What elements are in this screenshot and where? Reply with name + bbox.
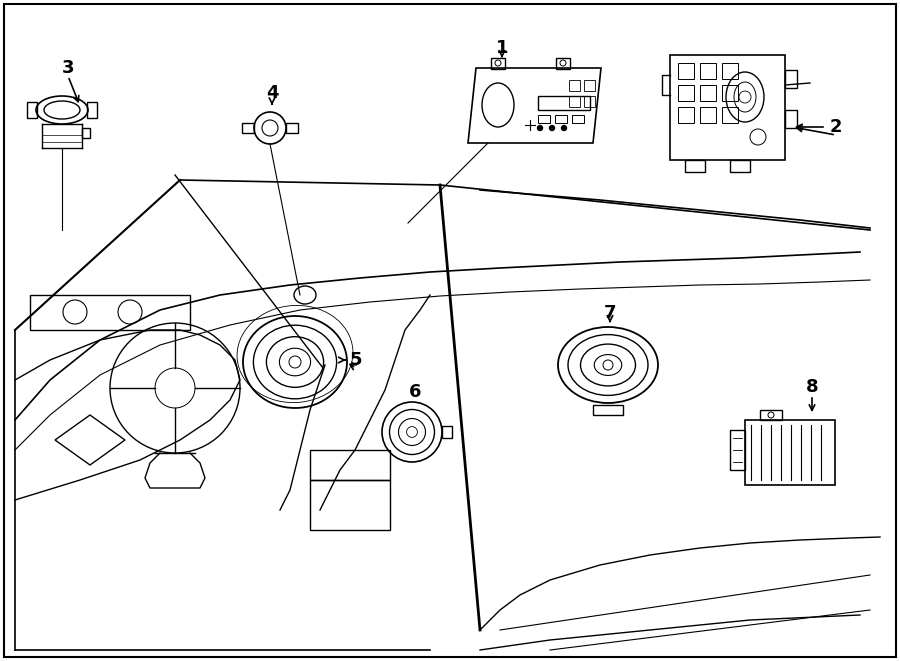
Bar: [678, 63, 694, 79]
Bar: [722, 107, 738, 123]
Circle shape: [537, 126, 543, 130]
Bar: [584, 80, 595, 91]
Bar: [556, 58, 570, 69]
Bar: [538, 96, 590, 110]
Bar: [670, 55, 785, 160]
Bar: [310, 480, 390, 530]
Text: 6: 6: [409, 383, 421, 401]
Bar: [730, 430, 745, 470]
Text: 8: 8: [806, 378, 818, 396]
Text: 1: 1: [496, 39, 508, 57]
Bar: [700, 107, 716, 123]
Bar: [538, 115, 550, 123]
Bar: [82, 128, 90, 138]
Bar: [286, 123, 298, 133]
Bar: [722, 63, 738, 79]
Text: 2: 2: [830, 118, 842, 136]
Bar: [730, 160, 750, 172]
Text: 7: 7: [604, 304, 617, 322]
Bar: [555, 115, 567, 123]
Bar: [785, 70, 797, 88]
Bar: [242, 123, 254, 133]
Bar: [678, 85, 694, 101]
Bar: [442, 426, 452, 438]
Bar: [722, 85, 738, 101]
Bar: [700, 63, 716, 79]
Bar: [760, 410, 782, 420]
Bar: [678, 107, 694, 123]
Bar: [584, 96, 595, 107]
Bar: [27, 102, 37, 118]
Circle shape: [562, 126, 566, 130]
Bar: [593, 405, 623, 415]
Bar: [30, 295, 190, 330]
Bar: [491, 58, 505, 69]
Bar: [745, 420, 835, 485]
Bar: [569, 80, 580, 91]
Bar: [569, 96, 580, 107]
Bar: [87, 102, 97, 118]
Bar: [785, 110, 797, 128]
Text: 5: 5: [350, 351, 362, 369]
Bar: [700, 85, 716, 101]
Text: 4: 4: [266, 84, 278, 102]
Bar: [310, 450, 390, 480]
Bar: [685, 160, 705, 172]
Circle shape: [550, 126, 554, 130]
Text: 3: 3: [62, 59, 74, 77]
Bar: [572, 115, 584, 123]
